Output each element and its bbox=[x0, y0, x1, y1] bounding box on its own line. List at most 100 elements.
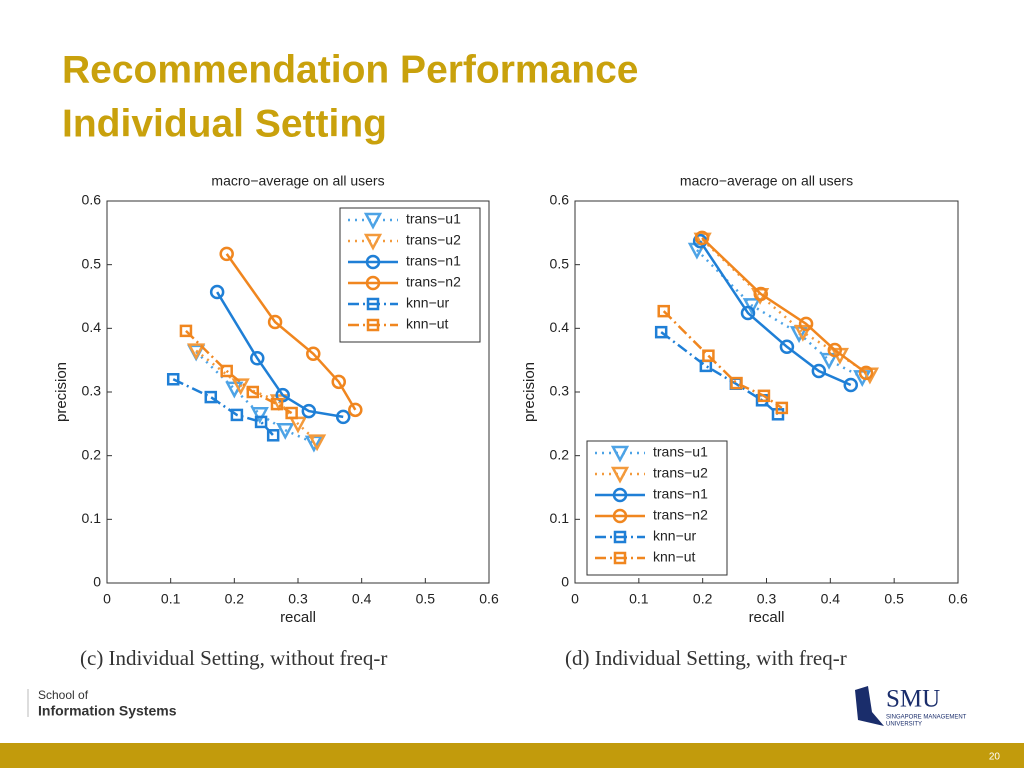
y-tick-label: 0.6 bbox=[82, 192, 102, 208]
legend-label: trans−n2 bbox=[406, 274, 461, 290]
marker bbox=[219, 246, 234, 262]
x-tick-label: 0.4 bbox=[821, 591, 841, 607]
chart-title: macro−average on all users bbox=[211, 173, 384, 189]
marker bbox=[702, 349, 715, 362]
series-line bbox=[185, 329, 293, 415]
x-tick-label: 0.6 bbox=[948, 591, 968, 607]
legend-marker bbox=[365, 275, 381, 291]
x-tick-label: 0.3 bbox=[288, 591, 308, 607]
marker bbox=[798, 316, 814, 332]
y-tick-label: 0.2 bbox=[550, 446, 570, 462]
marker bbox=[694, 230, 710, 246]
x-tick-label: 0.1 bbox=[161, 591, 181, 607]
series-line bbox=[662, 310, 783, 409]
x-tick-label: 0.6 bbox=[479, 591, 499, 607]
chart-title: macro−average on all users bbox=[680, 173, 853, 189]
legend-marker bbox=[612, 508, 628, 524]
x-tick-label: 0.3 bbox=[757, 591, 777, 607]
caption: (d) Individual Setting, with freq-r bbox=[565, 646, 847, 670]
x-tick-label: 0.2 bbox=[225, 591, 245, 607]
marker bbox=[266, 429, 280, 442]
legend-marker bbox=[365, 254, 381, 270]
y-tick-label: 0 bbox=[561, 574, 569, 590]
x-axis-label: recall bbox=[749, 609, 785, 626]
marker bbox=[793, 324, 812, 342]
marker bbox=[306, 346, 321, 362]
legend-box bbox=[586, 440, 728, 576]
legend-marker bbox=[610, 466, 630, 484]
marker bbox=[231, 378, 250, 396]
y-tick-label: 0.3 bbox=[550, 383, 570, 399]
marker bbox=[308, 434, 327, 452]
legend-label: trans−u1 bbox=[653, 444, 708, 460]
marker bbox=[246, 385, 260, 399]
page-number: 20 bbox=[989, 752, 1001, 763]
marker bbox=[187, 343, 206, 361]
marker bbox=[775, 401, 789, 415]
logo-icon bbox=[855, 686, 884, 726]
legend-label: knn−ut bbox=[406, 316, 449, 332]
marker bbox=[179, 324, 193, 338]
legend-label: knn−ur bbox=[406, 295, 450, 311]
x-tick-label: 0.2 bbox=[693, 591, 713, 607]
legend-marker bbox=[613, 551, 627, 565]
x-tick-label: 0.4 bbox=[352, 591, 372, 607]
marker bbox=[288, 416, 308, 434]
legend-marker bbox=[613, 530, 627, 544]
y-tick-label: 0 bbox=[93, 574, 101, 590]
series-line bbox=[701, 237, 867, 374]
marker bbox=[276, 422, 295, 440]
marker bbox=[204, 390, 218, 404]
marker bbox=[811, 363, 827, 379]
marker bbox=[254, 415, 268, 429]
y-tick-label: 0.5 bbox=[550, 255, 570, 271]
slide-title: Recommendation Performance bbox=[62, 48, 639, 91]
legend-label: trans−n1 bbox=[406, 253, 461, 269]
y-tick-label: 0.6 bbox=[550, 192, 570, 208]
legend-marker bbox=[610, 445, 630, 463]
footer-text: Information Systems bbox=[38, 703, 177, 719]
marker bbox=[220, 364, 233, 378]
legend-marker bbox=[366, 318, 380, 332]
footer-text: School of bbox=[38, 688, 89, 702]
y-tick-label: 0.2 bbox=[82, 446, 102, 462]
marker bbox=[166, 373, 180, 386]
marker bbox=[331, 374, 346, 390]
marker bbox=[267, 314, 283, 330]
series-line bbox=[225, 253, 357, 411]
y-tick-label: 0.4 bbox=[550, 319, 570, 335]
marker bbox=[230, 408, 244, 422]
marker bbox=[301, 403, 317, 419]
y-axis-label: precision bbox=[53, 362, 70, 422]
legend-label: trans−n2 bbox=[653, 507, 708, 523]
marker bbox=[654, 325, 668, 339]
logo-text: SINGAPORE MANAGEMENT bbox=[886, 715, 967, 721]
marker bbox=[209, 284, 225, 300]
series-line bbox=[172, 378, 275, 437]
marker bbox=[270, 397, 284, 411]
legend-box bbox=[339, 207, 481, 343]
slide-title: Individual Setting bbox=[62, 102, 387, 145]
x-axis-label: recall bbox=[280, 609, 316, 626]
legend-marker bbox=[363, 212, 383, 230]
x-tick-label: 0.1 bbox=[629, 591, 649, 607]
y-tick-label: 0.1 bbox=[82, 510, 102, 526]
marker bbox=[285, 406, 298, 420]
marker bbox=[304, 435, 324, 453]
marker bbox=[250, 407, 269, 424]
x-tick-label: 0 bbox=[571, 591, 579, 607]
marker bbox=[687, 242, 707, 260]
y-tick-label: 0.1 bbox=[550, 510, 570, 526]
legend-marker bbox=[366, 297, 380, 311]
x-tick-label: 0.5 bbox=[884, 591, 904, 607]
legend-label: knn−ur bbox=[653, 528, 697, 544]
marker bbox=[789, 326, 809, 344]
y-tick-label: 0.5 bbox=[82, 255, 102, 271]
footer-bar bbox=[0, 743, 1024, 768]
marker bbox=[740, 305, 756, 321]
y-axis-label: precision bbox=[521, 362, 538, 422]
legend-marker bbox=[612, 487, 628, 503]
series-line bbox=[699, 240, 852, 387]
